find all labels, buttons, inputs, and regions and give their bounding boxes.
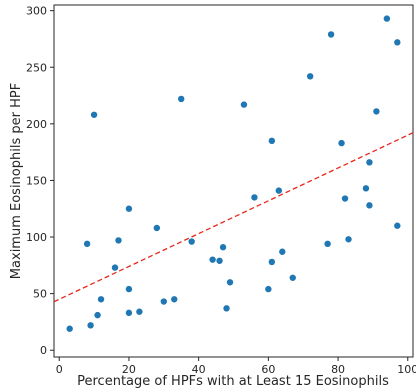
data-point xyxy=(324,240,331,248)
data-point xyxy=(275,187,283,194)
data-point xyxy=(251,194,258,201)
plot-frame xyxy=(53,4,414,358)
y-tick-label: 250 xyxy=(26,61,47,74)
x-tick-label: 80 xyxy=(331,363,345,376)
data-point xyxy=(306,73,314,80)
scatter-points xyxy=(66,15,401,332)
data-point xyxy=(87,322,94,329)
data-point xyxy=(394,222,401,229)
data-point xyxy=(136,308,143,315)
y-tick-label: 200 xyxy=(26,118,47,131)
data-point xyxy=(373,108,380,115)
data-point xyxy=(362,185,370,192)
data-point xyxy=(268,258,276,266)
data-point xyxy=(226,279,234,286)
data-point xyxy=(160,298,167,305)
data-point xyxy=(90,111,98,118)
y-tick-label: 300 xyxy=(26,5,47,18)
data-point xyxy=(279,248,286,255)
y-axis-ticks: 0 50 100 150 200 250 300 xyxy=(26,5,54,357)
y-tick-label: 100 xyxy=(26,231,47,244)
data-point xyxy=(268,137,276,145)
x-axis-label: Percentage of HPFs with at Least 15 Eosi… xyxy=(77,374,389,389)
data-point xyxy=(115,237,122,244)
data-point xyxy=(341,195,349,202)
data-point xyxy=(209,256,216,263)
x-tick-label: 60 xyxy=(261,363,275,376)
x-tick-label: 100 xyxy=(397,363,416,376)
data-point xyxy=(125,205,133,212)
data-point xyxy=(383,15,391,22)
data-point xyxy=(240,101,248,108)
data-point xyxy=(216,257,223,264)
data-point xyxy=(289,274,296,281)
data-point xyxy=(394,39,401,46)
y-axis-label: Maximum Eosinophils per HPF xyxy=(9,83,24,279)
data-point xyxy=(265,285,272,293)
data-point xyxy=(338,139,345,147)
data-point xyxy=(219,244,227,251)
x-tick-label: 20 xyxy=(122,363,136,376)
x-axis-ticks: 0 20 40 60 80 100 xyxy=(56,357,416,376)
x-tick-label: 0 xyxy=(56,363,63,376)
data-point xyxy=(345,236,352,243)
data-point xyxy=(223,305,230,312)
data-point xyxy=(125,285,133,293)
data-point xyxy=(178,95,185,103)
x-tick-label: 40 xyxy=(192,363,206,376)
y-tick-label: 50 xyxy=(33,288,47,301)
trend-line xyxy=(53,132,414,303)
y-tick-label: 150 xyxy=(26,174,47,187)
data-point xyxy=(97,296,105,303)
data-point xyxy=(94,311,101,319)
data-point xyxy=(111,264,119,271)
data-point xyxy=(366,202,373,209)
data-point xyxy=(366,159,373,166)
data-point xyxy=(188,238,195,245)
data-point xyxy=(83,240,91,248)
data-point xyxy=(153,224,161,232)
data-point xyxy=(125,309,133,317)
data-point xyxy=(171,296,178,303)
data-point xyxy=(327,31,335,38)
y-tick-label: 0 xyxy=(40,344,47,357)
data-point xyxy=(66,325,73,332)
